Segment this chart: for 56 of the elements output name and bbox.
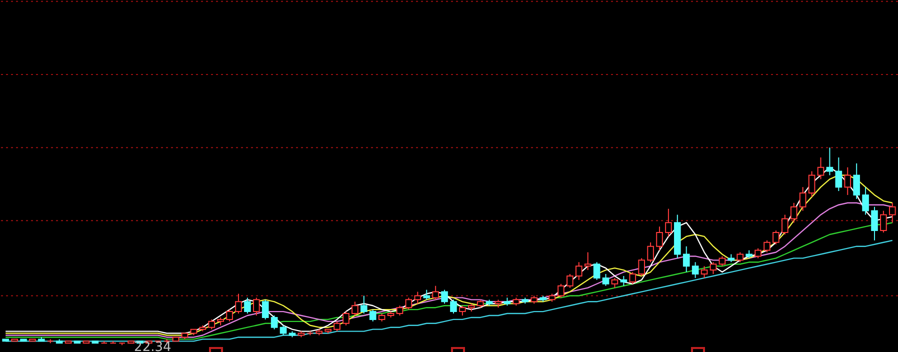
candlestick [665,208,672,237]
candlestick [764,240,770,253]
candlestick [441,289,448,304]
candlestick [566,274,574,288]
candlestick [700,266,708,278]
annotation: 22.34 [134,340,172,352]
candlestick [782,214,788,235]
candlestick [692,262,699,278]
candlestick [423,289,430,300]
candlestick [817,156,824,180]
candlestick [880,210,887,234]
candlestick [682,246,690,273]
candlestick [352,301,358,316]
candlestick [826,147,834,176]
candlestick [459,305,466,316]
candlestick [844,166,852,196]
candlestick [611,277,618,288]
candlestick [629,272,636,284]
candlestick [405,297,412,310]
candlestick [396,305,404,316]
candlestick [656,226,663,251]
candlestick [235,293,242,314]
candlestick [432,285,439,300]
candlestick [575,262,582,280]
candlestick [602,274,610,286]
candlestick [799,186,806,212]
candlestick [342,311,350,326]
candlestick [584,252,592,271]
candlestick [369,309,376,322]
candlestick [647,242,654,263]
candlestick [558,283,564,298]
candlestick [244,297,251,314]
candlestick [450,299,457,314]
candlestick [593,262,600,280]
candlestick [638,258,645,276]
candlestick [853,162,860,200]
candlestick [808,170,816,198]
candlestick [360,295,368,314]
candlestick [334,320,340,332]
candlestick [414,291,422,304]
candlestick [262,299,269,320]
candlestick [718,256,726,267]
candlestick [835,156,842,192]
candlestick [754,248,762,259]
candlestick [736,252,744,263]
candlestick [208,318,216,330]
candlestick [226,309,233,322]
candlestick [270,314,278,330]
candlestick [871,206,878,241]
candlestick [280,324,287,336]
candlestick [790,202,798,224]
candlestick [772,230,780,245]
candlestick [620,275,628,286]
candlestick [862,186,869,216]
candlestick [710,262,717,275]
candlestick [253,297,260,316]
